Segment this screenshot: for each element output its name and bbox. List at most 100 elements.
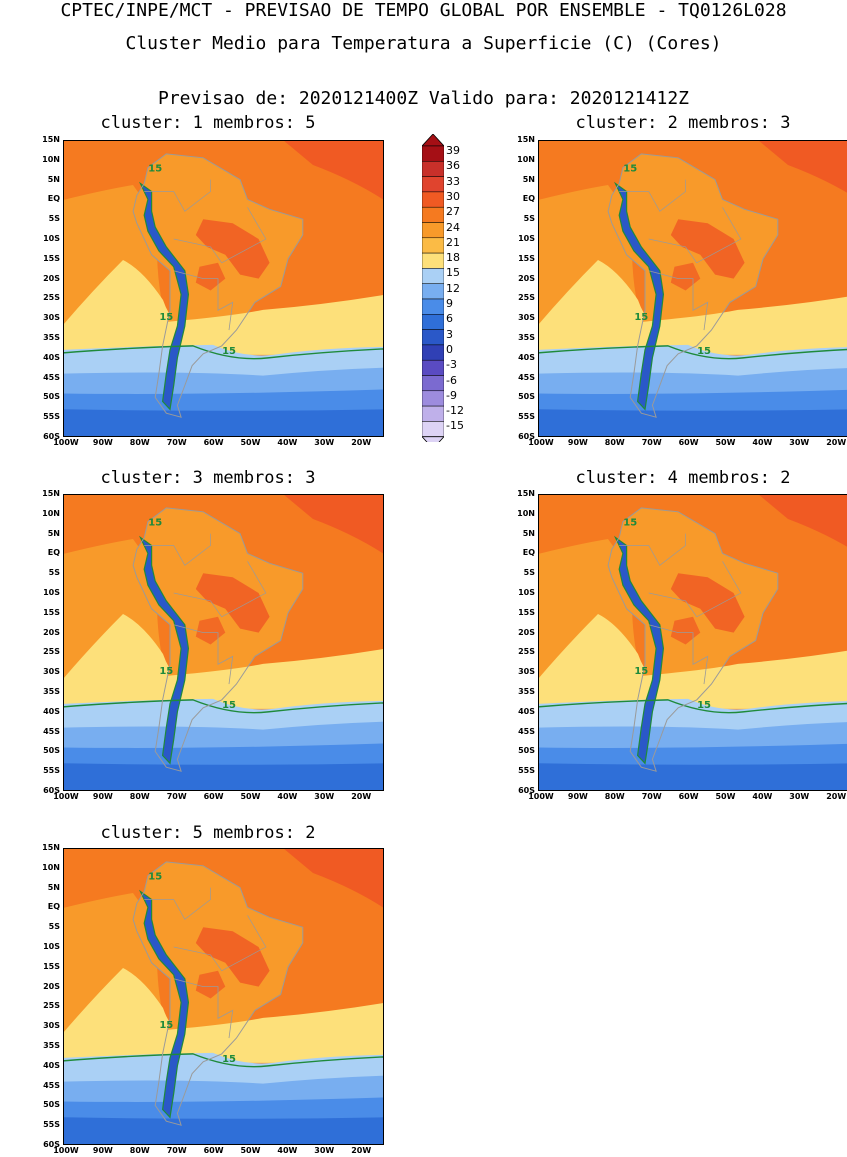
contour-15-south: [538, 345, 847, 360]
lat-label: 20S: [43, 273, 60, 283]
north-borders: [144, 533, 211, 566]
lat-label: 30S: [518, 667, 535, 677]
lat-label: 15S: [43, 961, 60, 971]
andes-cold-strip: [140, 537, 189, 764]
lat-label: 60S: [518, 786, 535, 795]
lat-label: 5S: [48, 568, 60, 578]
colorbar-label: 15: [446, 266, 460, 280]
lat-label: 45S: [518, 726, 535, 736]
lon-label: 20W: [351, 1146, 372, 1155]
state-borders: [173, 915, 267, 972]
lon-label: 80W: [604, 438, 625, 447]
south-dark-blue: [63, 763, 384, 791]
lat-label: 15N: [517, 135, 535, 144]
panel-title-cluster-1: cluster: 1 membros: 5: [100, 113, 316, 133]
colorbar-swatch: [422, 390, 444, 407]
lon-label: 30W: [314, 1146, 335, 1155]
lat-label: 60S: [518, 432, 535, 441]
coastline: [132, 861, 304, 1126]
forecast-valid-line: Previsao de: 2020121400Z Valido para: 20…: [157, 88, 689, 109]
interior-hot-patch: [195, 927, 270, 987]
colorbar-label: 24: [446, 220, 460, 234]
map-cluster-5: 15 15 15: [63, 848, 384, 1145]
lat-label: 10S: [43, 588, 60, 597]
panel-title-cluster-3: cluster: 3 membros: 3: [100, 468, 316, 488]
south-dark-blue: [63, 409, 384, 437]
north-borders: [144, 887, 211, 920]
colorbar-swatch: [422, 329, 444, 346]
lat-label: 20S: [518, 627, 535, 637]
lon-label: 70W: [641, 792, 662, 801]
contour-15-andes: [138, 889, 190, 1119]
contour-label-15: 15: [159, 1020, 173, 1031]
colorbar-label: -12: [446, 404, 464, 418]
andes-cold-strip: [140, 183, 189, 410]
lat-label: 15N: [42, 135, 60, 144]
lon-label: 100W: [53, 792, 79, 801]
lon-label: 60W: [203, 792, 224, 801]
lat-label: 15S: [518, 607, 535, 617]
lon-label: 20W: [351, 438, 372, 447]
lat-label: 45S: [43, 372, 60, 382]
contour-15-south: [63, 1053, 384, 1068]
lat-label: EQ: [47, 902, 60, 912]
lat-label: 10N: [42, 508, 60, 518]
lat-label: 10S: [43, 942, 60, 951]
map-frame: [538, 140, 847, 437]
colorbar-label: 30: [446, 189, 460, 203]
lat-label: 15S: [43, 607, 60, 617]
country-borders: [173, 978, 234, 1039]
colorbar-swatch: [422, 191, 444, 208]
lon-label: 50W: [240, 438, 261, 447]
colorbar-label: -3: [446, 358, 457, 372]
colorbar-label: 39: [446, 144, 460, 157]
contour-label-15: 15: [159, 312, 173, 323]
hot-region-ne: [283, 140, 384, 200]
contour-15-andes: [613, 535, 665, 765]
colorbar-label: 18: [446, 251, 460, 265]
lat-label: 10S: [518, 588, 535, 597]
state-borders: [173, 561, 267, 618]
lat-label: EQ: [47, 194, 60, 204]
lat-label: 55S: [43, 412, 60, 422]
lon-label: 30W: [314, 792, 335, 801]
lon-label: 90W: [567, 438, 588, 447]
lon-label: 90W: [567, 792, 588, 801]
lon-label: 30W: [314, 438, 335, 447]
lat-label: 50S: [518, 746, 535, 756]
contour-label-15: 15: [148, 164, 162, 175]
map-frame: [538, 494, 847, 791]
colorbar-label: 3: [446, 327, 453, 341]
lat-label: 55S: [518, 412, 535, 422]
colorbar-label: 6: [446, 312, 453, 326]
interior-hot-patch: [670, 219, 745, 279]
lon-label: 90W: [92, 438, 113, 447]
colorbar-swatch: [422, 237, 444, 254]
lon-label: 30W: [789, 792, 810, 801]
contour-label-15: 15: [697, 346, 711, 357]
colorbar-swatch: [422, 344, 444, 361]
lon-label: 60W: [678, 438, 699, 447]
lon-label: 80W: [129, 438, 150, 447]
lon-label: 50W: [715, 438, 736, 447]
lon-label: 30W: [789, 438, 810, 447]
lon-label: 90W: [92, 792, 113, 801]
colorbar-label: 0: [446, 342, 453, 356]
lat-label: 15N: [42, 843, 60, 852]
contour-15-andes: [138, 181, 190, 411]
coastline: [607, 153, 779, 418]
lat-label: 50S: [43, 392, 60, 402]
contour-label-15: 15: [697, 700, 711, 711]
panel-title-cluster-2: cluster: 2 membros: 3: [575, 113, 791, 133]
colorbar-swatch: [422, 268, 444, 284]
coastline: [132, 507, 304, 772]
lon-label: 20W: [351, 792, 372, 801]
contour-15-south: [63, 699, 384, 714]
lat-label: 25S: [43, 1001, 60, 1011]
lat-label: 5N: [47, 174, 60, 184]
country-borders: [173, 624, 234, 685]
contour-15-andes: [613, 181, 665, 411]
lat-label: 55S: [43, 766, 60, 776]
contour-15-andes: [138, 535, 190, 765]
lat-label: 10S: [518, 234, 535, 243]
